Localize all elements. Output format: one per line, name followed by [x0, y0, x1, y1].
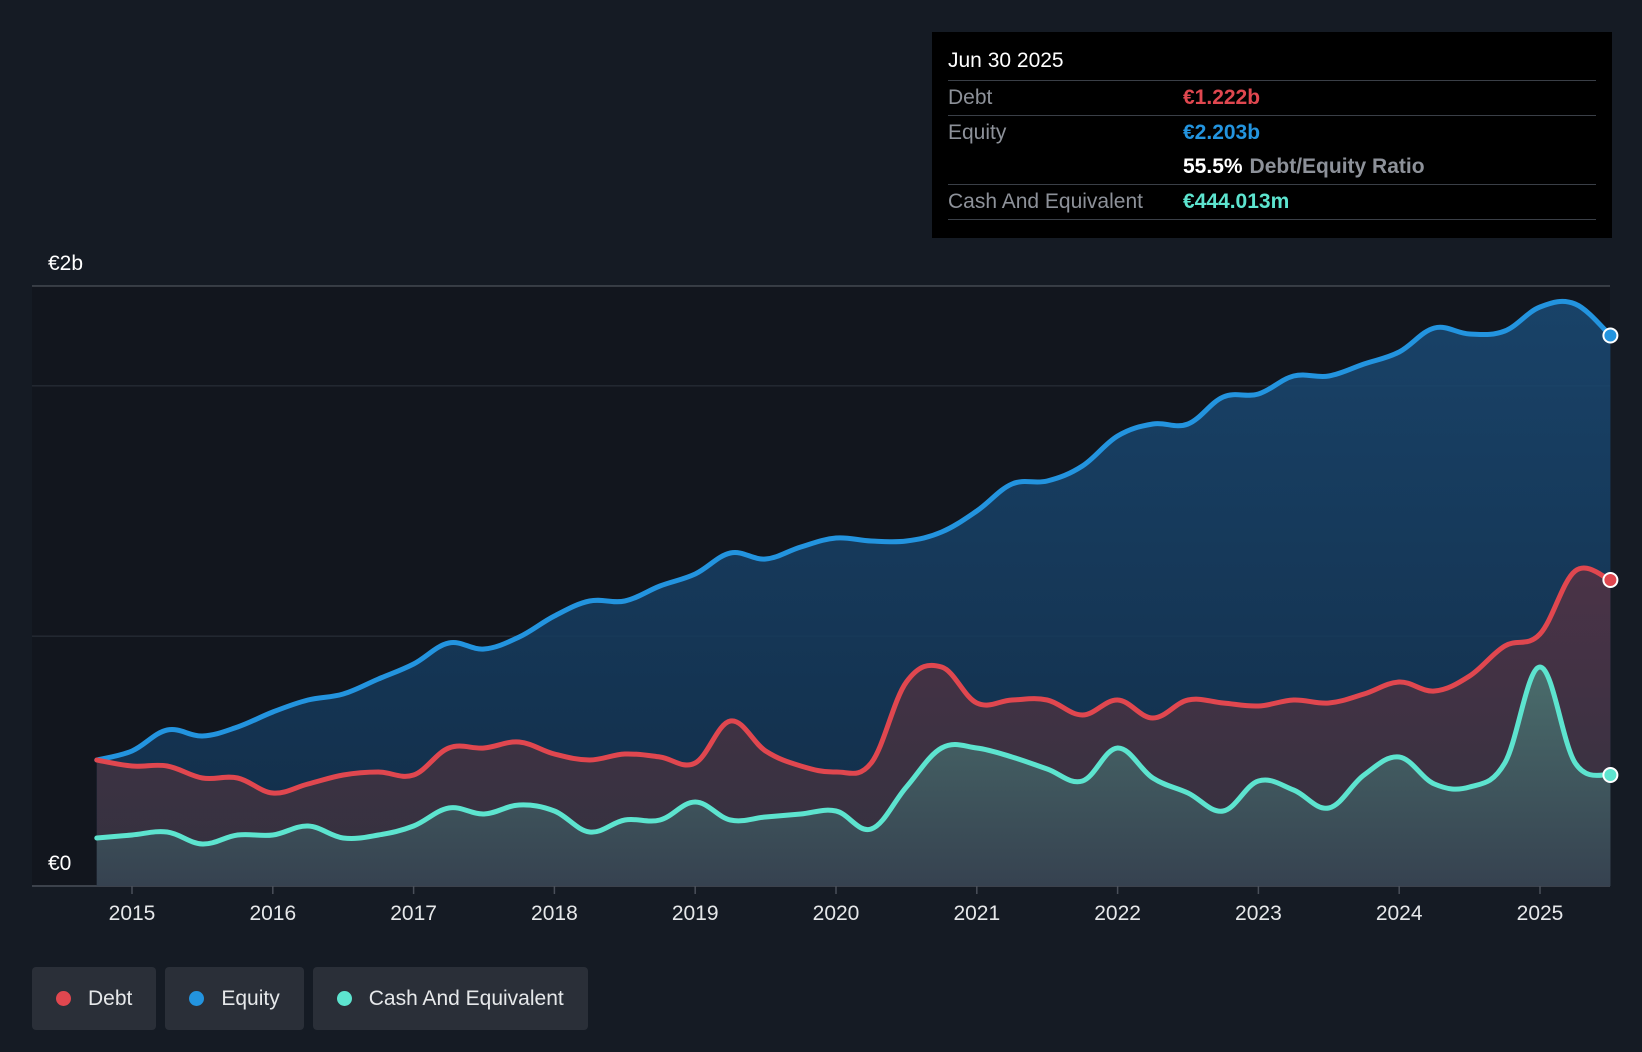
- tooltip-cash-row: Cash And Equivalent €444.013m: [948, 184, 1596, 220]
- cash-last-point-marker[interactable]: [1602, 767, 1619, 783]
- x-tick-label: 2019: [672, 902, 719, 925]
- x-tick-label: 2015: [109, 902, 156, 925]
- x-tick-label: 2025: [1517, 902, 1564, 925]
- x-tick-label: 2021: [953, 902, 1000, 925]
- chart-legend: Debt Equity Cash And Equivalent: [32, 967, 588, 1030]
- tooltip-debt-label: Debt: [948, 86, 993, 109]
- legend-label-equity: Equity: [221, 986, 280, 1010]
- tooltip-equity-row: Equity €2.203b: [948, 115, 1596, 150]
- cash-area: [96, 667, 1611, 886]
- x-tick-label: 2020: [813, 902, 860, 925]
- tooltip-ratio-label: Debt/Equity Ratio: [1249, 155, 1425, 178]
- tooltip-cash-label: Cash And Equivalent: [948, 190, 1143, 213]
- legend-label-cash: Cash And Equivalent: [368, 986, 564, 1010]
- equity-series-line: [94, 298, 1613, 763]
- legend-item-debt[interactable]: Debt: [32, 967, 157, 1030]
- x-tick-label: 2022: [1094, 902, 1141, 925]
- equity-dot-icon: [189, 991, 205, 1006]
- tooltip-cash-value: €444.013m: [1183, 190, 1290, 213]
- tooltip-equity-value: €2.203b: [1183, 121, 1261, 144]
- tooltip-panel: Jun 30 2025 Debt €1.222b Equity €2.203b …: [932, 32, 1612, 238]
- equity-last-point-marker[interactable]: [1602, 327, 1619, 344]
- tooltip-equity-label: Equity: [948, 121, 1007, 144]
- legend-item-equity[interactable]: Equity: [165, 967, 304, 1030]
- y-tick-label: €0: [48, 852, 71, 875]
- legend-item-cash[interactable]: Cash And Equivalent: [312, 967, 588, 1030]
- x-tick-label: 2017: [390, 902, 437, 925]
- debt-dot-icon: [56, 991, 71, 1006]
- cash-dot-icon: [336, 991, 352, 1006]
- y-tick-label: €2b: [48, 252, 83, 275]
- x-tick-label: 2016: [249, 902, 296, 925]
- tooltip-debt-row: Debt €1.222b: [948, 80, 1596, 115]
- cash-series-line: [94, 664, 1613, 847]
- debt-last-point-marker[interactable]: [1602, 572, 1619, 588]
- x-tick-label: 2018: [531, 902, 578, 925]
- tooltip-ratio-value: 55.5%: [1183, 155, 1243, 178]
- tooltip-ratio-row: 55.5% Debt/Equity Ratio: [948, 150, 1596, 184]
- tooltip-date: Jun 30 2025: [948, 49, 1064, 72]
- legend-label-debt: Debt: [88, 986, 133, 1010]
- debt-series-line: [94, 565, 1613, 796]
- tooltip-debt-value: €1.222b: [1183, 86, 1261, 109]
- x-tick-label: 2023: [1235, 902, 1282, 925]
- x-tick-label: 2024: [1376, 902, 1423, 925]
